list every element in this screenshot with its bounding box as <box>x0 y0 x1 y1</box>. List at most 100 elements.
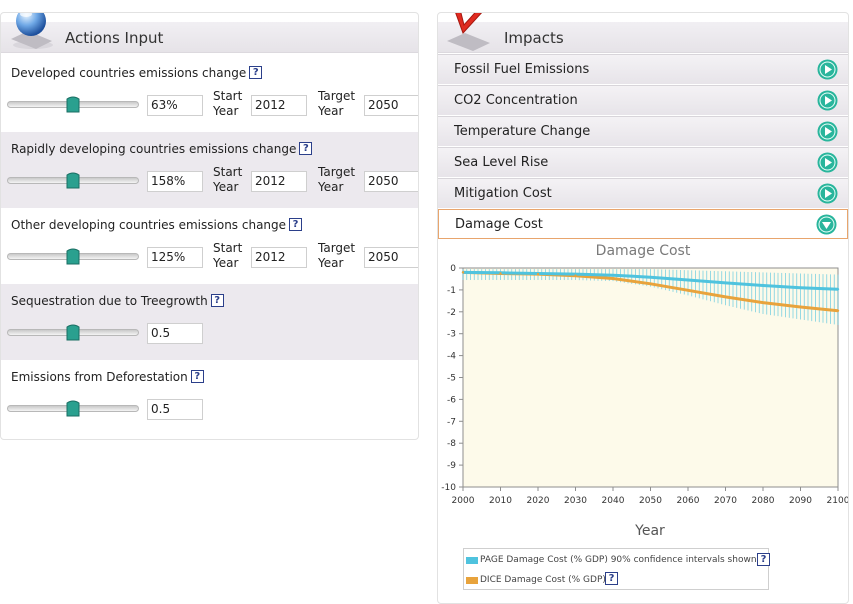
start-year-field[interactable]: 2012 <box>251 171 307 192</box>
help-icon[interactable]: ? <box>190 370 204 383</box>
x-tick-label: 2040 <box>602 496 625 506</box>
emissions-slider[interactable] <box>7 248 139 266</box>
sequestration-slider[interactable] <box>7 324 139 342</box>
action-other-developing-countries: Other developing countries emissions cha… <box>1 208 418 284</box>
data-point-dice <box>761 301 765 304</box>
data-point-page <box>761 284 765 287</box>
impact-label: CO2 Concentration <box>454 93 578 108</box>
help-icon[interactable]: ? <box>249 66 263 79</box>
action-label: Sequestration due to Treegrowth <box>11 294 208 308</box>
slider-thumb[interactable] <box>66 400 80 418</box>
x-tick-label: 2020 <box>527 496 550 506</box>
target-label: Target <box>318 89 356 103</box>
expand-arrow-icon[interactable] <box>817 90 838 111</box>
help-icon[interactable]: ? <box>289 218 303 231</box>
damage-cost-chart: Damage Cost 0-1-2-3-4-5-6-7-8-9-10 2000 2… <box>441 243 848 539</box>
y-tick-label: -10 <box>441 483 456 493</box>
emissions-slider[interactable] <box>7 172 139 190</box>
action-label: Developed countries emissions change <box>11 66 247 80</box>
year-label: Year <box>213 104 239 118</box>
help-icon[interactable]: ? <box>210 294 224 307</box>
help-icon[interactable]: ? <box>299 142 313 155</box>
year-label: Year <box>318 180 344 194</box>
start-year-field[interactable]: 2012 <box>251 95 307 116</box>
data-point-dice <box>499 272 502 275</box>
value-field[interactable]: 63% <box>147 95 203 116</box>
x-tick-label: 2080 <box>752 496 775 506</box>
x-tick-label: 2030 <box>564 496 587 506</box>
value-field[interactable]: 0.5 <box>147 323 203 344</box>
expand-arrow-icon[interactable] <box>817 121 838 142</box>
checkmark-icon <box>447 13 490 51</box>
legend-label: PAGE Damage Cost (% GDP) 90% confidence … <box>480 555 757 565</box>
start-label: Start <box>213 89 243 103</box>
data-point-dice <box>461 271 465 274</box>
target-year-field[interactable]: 2050 <box>364 171 418 192</box>
y-tick-label: -4 <box>447 352 456 362</box>
value-field[interactable]: 0.5 <box>147 399 203 420</box>
x-tick-label: 2090 <box>789 496 812 506</box>
data-point-page <box>649 275 652 279</box>
help-icon[interactable]: ? <box>605 572 618 585</box>
action-label: Other developing countries emissions cha… <box>11 218 287 232</box>
start-label: Start <box>213 165 243 179</box>
emissions-slider[interactable] <box>7 96 139 114</box>
target-year-field[interactable]: 2050 <box>364 95 418 116</box>
chart-legend: PAGE Damage Cost (% GDP) 90% confidence … <box>463 548 770 590</box>
deforestation-slider[interactable] <box>7 400 139 418</box>
impact-fossil-fuel-emissions[interactable]: Fossil Fuel Emissions <box>438 54 848 84</box>
y-tick-label: -5 <box>447 374 456 384</box>
impact-temperature-change[interactable]: Temperature Change <box>438 116 848 146</box>
actions-input-header: Actions Input <box>1 22 418 53</box>
impact-label: Fossil Fuel Emissions <box>454 62 590 77</box>
data-point-dice <box>536 272 540 276</box>
slider-thumb[interactable] <box>66 96 80 114</box>
impact-co2-concentration[interactable]: CO2 Concentration <box>438 85 848 115</box>
x-tick-label: 2010 <box>489 496 512 506</box>
help-icon[interactable]: ? <box>757 553 770 566</box>
legend-swatch <box>466 557 478 564</box>
globe-icon <box>11 13 53 49</box>
target-year-field[interactable]: 2050 <box>364 247 418 268</box>
legend-swatch <box>466 577 478 584</box>
year-label: Year <box>213 256 239 270</box>
slider-thumb[interactable] <box>66 172 80 190</box>
action-label: Emissions from Deforestation <box>11 370 188 384</box>
impact-damage-cost[interactable]: Damage Cost <box>438 209 848 239</box>
y-tick-label: 0 <box>450 264 456 274</box>
x-axis-label: Year <box>634 523 665 539</box>
impacts-panel: Impacts Fossil Fuel Emissions CO2 Concen… <box>437 12 849 604</box>
impact-label: Temperature Change <box>454 124 591 139</box>
y-tick-label: -7 <box>447 417 456 427</box>
slider-thumb[interactable] <box>66 248 80 266</box>
expand-arrow-icon[interactable] <box>817 152 838 173</box>
impact-sea-level-rise[interactable]: Sea Level Rise <box>438 147 848 177</box>
start-label: Start <box>213 241 243 255</box>
data-point-dice <box>686 289 690 292</box>
expand-arrow-icon[interactable] <box>817 183 838 204</box>
value-field[interactable]: 158% <box>147 171 203 192</box>
collapse-arrow-icon[interactable] <box>816 214 837 235</box>
y-axis: 0 -1 -2 -3 -4 -5 -6 -7 -8 -9 -10 <box>441 264 463 493</box>
value-field[interactable]: 125% <box>147 247 203 268</box>
data-point-dice <box>724 295 727 299</box>
impact-mitigation-cost[interactable]: Mitigation Cost <box>438 178 848 208</box>
slider-thumb[interactable] <box>66 324 80 342</box>
y-tick-label: -6 <box>447 395 456 405</box>
data-point-dice <box>799 305 802 309</box>
data-point-dice <box>611 277 615 280</box>
action-rapidly-developing-countries: Rapidly developing countries emissions c… <box>1 132 418 208</box>
actions-input-panel: Actions Input Developed countries emissi… <box>0 12 419 440</box>
series-layer <box>461 269 840 325</box>
x-tick-label: 2060 <box>677 496 700 506</box>
impacts-title: Impacts <box>504 29 564 47</box>
action-sequestration-treegrowth: Sequestration due to Treegrowth? 0.5 <box>1 284 418 360</box>
action-developed-countries: Developed countries emissions change? 63… <box>1 56 418 132</box>
expand-arrow-icon[interactable] <box>817 59 838 80</box>
action-emissions-deforestation: Emissions from Deforestation? 0.5 <box>1 360 418 436</box>
data-point-page <box>686 278 690 282</box>
x-axis: 2000 2010 2020 2030 2040 2050 2060 2070 2080 2090… <box>452 487 848 506</box>
legend-label: DICE Damage Cost (% GDP) <box>480 575 606 585</box>
start-year-field[interactable]: 2012 <box>251 247 307 268</box>
x-tick-label: 2050 <box>639 496 662 506</box>
